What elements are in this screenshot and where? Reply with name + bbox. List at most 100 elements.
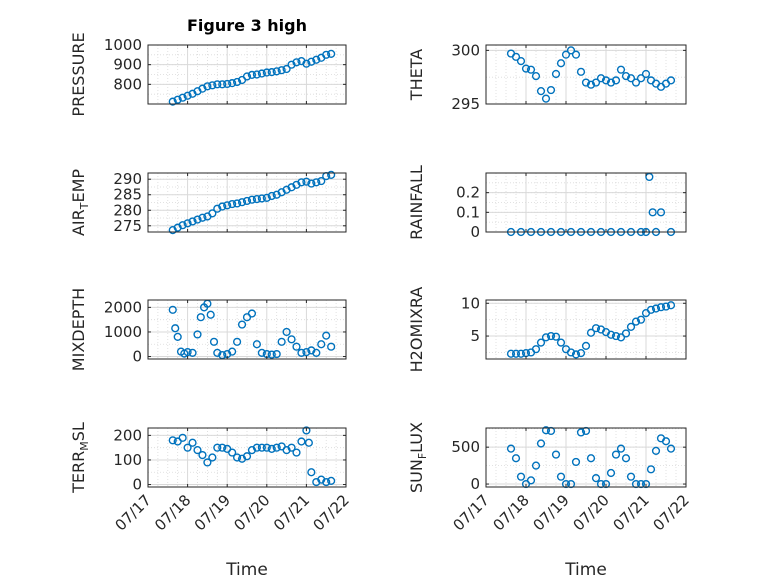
y-tick-label: 1000 — [104, 36, 142, 54]
data-point — [228, 79, 237, 88]
data-point — [183, 91, 192, 100]
y-tick-label: 10 — [461, 294, 480, 312]
data-point — [247, 70, 257, 79]
data-point — [257, 194, 266, 203]
data-point — [233, 77, 242, 87]
y-tick-label: 100 — [113, 451, 142, 469]
data-point — [616, 333, 626, 342]
y-axis-label: THETA — [407, 49, 426, 101]
y-tick-label: 295 — [451, 95, 480, 113]
data-point — [581, 341, 591, 350]
data-point — [551, 69, 561, 79]
data-point — [576, 349, 586, 358]
data-point — [304, 438, 313, 447]
x-tick-label: 07/18 — [490, 491, 533, 534]
data-point — [173, 332, 182, 341]
data-point — [242, 72, 252, 81]
data-point — [233, 199, 242, 208]
x-tick-label: 07/19 — [530, 491, 573, 534]
data-point — [262, 68, 271, 77]
data-point — [178, 93, 187, 102]
data-point — [228, 448, 237, 457]
data-point — [196, 313, 205, 322]
data-point — [193, 215, 202, 224]
data-point — [531, 461, 541, 470]
data-point — [247, 309, 257, 318]
data-point — [322, 50, 331, 59]
y-tick-label: 0 — [132, 348, 142, 366]
data-point — [307, 468, 316, 477]
data-point — [277, 66, 286, 75]
data-point — [292, 58, 301, 67]
data-point — [531, 72, 541, 81]
data-point — [536, 87, 546, 96]
axes-box — [485, 44, 687, 105]
data-point — [516, 472, 526, 481]
axes-box — [147, 299, 347, 360]
data-point — [591, 324, 601, 333]
data-point — [213, 443, 222, 452]
data-point — [551, 450, 561, 459]
data-point — [648, 208, 657, 217]
y-tick-label: 0 — [470, 223, 480, 241]
y-tick-label: 0.1 — [456, 203, 480, 221]
data-point — [591, 474, 601, 483]
data-point — [208, 81, 217, 90]
data-point — [267, 68, 276, 77]
data-point — [317, 340, 326, 349]
data-point — [656, 208, 666, 217]
x-tick-label: 07/19 — [191, 491, 234, 534]
data-point — [237, 198, 247, 207]
data-point — [606, 330, 616, 339]
data-point — [198, 450, 207, 460]
data-point — [228, 199, 237, 209]
y-axis-label: SUNFLUX — [407, 422, 429, 493]
data-point — [228, 347, 237, 356]
axes-box — [485, 299, 687, 360]
data-point — [312, 55, 321, 64]
y-tick-label: 285 — [113, 186, 142, 204]
subplot-mixdepth: 0 1000 2000 MIXDEPTH — [69, 288, 347, 371]
y-tick-label: 290 — [113, 170, 142, 188]
data-point — [257, 443, 266, 452]
data-point — [571, 350, 581, 359]
data-point — [252, 340, 262, 349]
y-axis-label: MIXDEPTH — [69, 288, 88, 371]
data-point — [322, 477, 331, 487]
data-point — [511, 349, 521, 358]
data-point — [566, 348, 576, 357]
subplot-theta: 295 300 THETA — [407, 41, 687, 113]
y-axis-label: AIRTEMP — [69, 169, 91, 236]
data-point — [556, 338, 566, 347]
data-point — [252, 443, 262, 452]
data-point — [292, 342, 301, 351]
data-point — [666, 76, 676, 85]
y-tick-label: 200 — [113, 426, 142, 444]
data-point — [645, 172, 654, 182]
y-tick-label: 275 — [113, 217, 142, 235]
data-point — [213, 204, 222, 213]
figure-title: Figure 3 high — [187, 16, 307, 35]
data-point — [237, 320, 247, 329]
data-point — [586, 328, 596, 337]
y-tick-label: 1000 — [104, 323, 142, 341]
data-point — [626, 322, 636, 331]
data-point — [168, 97, 177, 106]
data-point — [327, 49, 336, 58]
y-axis-label: H2OMIXRA — [407, 287, 426, 373]
y-tick-label: 2000 — [104, 298, 142, 316]
y-axis-label: TERRMSL — [69, 422, 91, 494]
data-point — [252, 194, 262, 204]
data-point — [327, 342, 336, 351]
data-point — [188, 348, 197, 357]
data-point — [611, 76, 621, 85]
data-point — [198, 84, 207, 93]
subplot-h2omixra: 5 10 H2OMIXRA — [407, 287, 687, 373]
data-point — [327, 476, 336, 485]
data-point — [621, 454, 631, 463]
data-point — [262, 193, 271, 202]
data-point — [262, 443, 271, 452]
data-point — [233, 453, 242, 462]
y-tick-label: 500 — [451, 438, 480, 456]
data-point — [302, 177, 311, 186]
